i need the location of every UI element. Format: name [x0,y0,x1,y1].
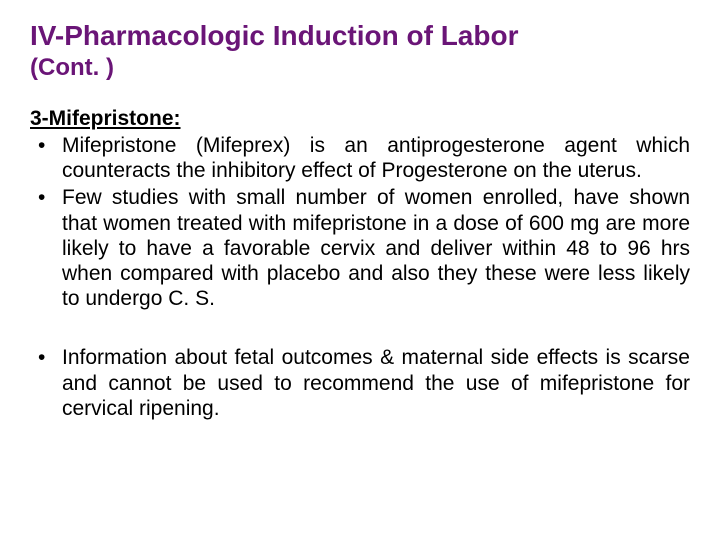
title-cont: (Cont. ) [30,53,690,83]
section-heading: 3-Mifepristone: [30,107,690,131]
bullet-item: Information about fetal outcomes & mater… [30,345,690,421]
bullet-item: Mifepristone (Mifeprex) is an antiproges… [30,133,690,183]
bullet-item: Few studies with small number of women e… [30,185,690,311]
slide-title: IV-Pharmacologic Induction of Labor (Con… [30,18,690,83]
bullet-list-b: Information about fetal outcomes & mater… [30,345,690,421]
title-main: IV-Pharmacologic Induction of Labor [30,18,690,53]
bullet-list-a: Mifepristone (Mifeprex) is an antiproges… [30,133,690,311]
paragraph-gap [30,313,690,343]
